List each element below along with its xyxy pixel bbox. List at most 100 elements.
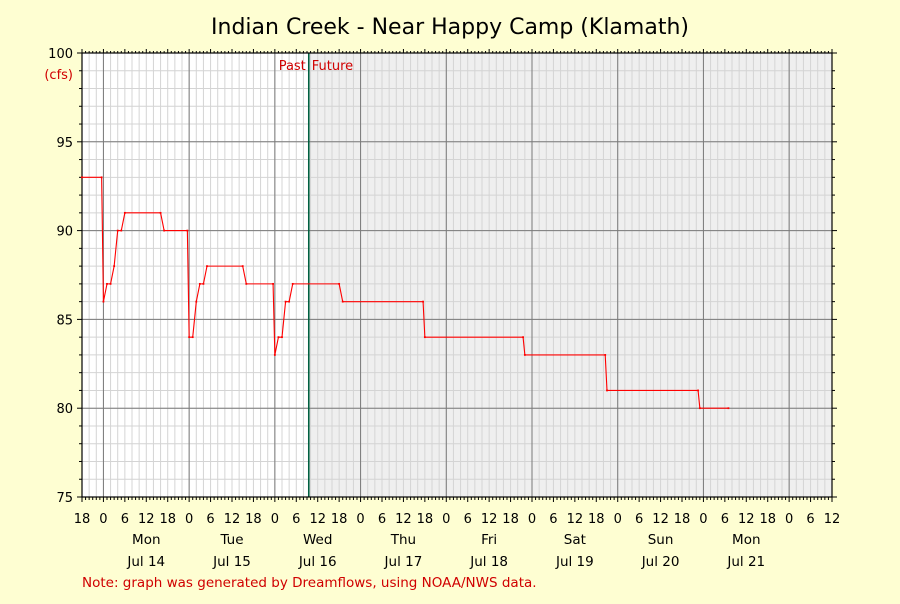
date-label: Jul 19 — [555, 554, 594, 570]
data-point — [697, 389, 699, 392]
data-point — [198, 282, 201, 285]
y-tick-label: 80 — [56, 402, 73, 417]
data-point — [606, 389, 608, 392]
x-tick-label: 0 — [271, 512, 279, 527]
data-point — [100, 176, 103, 179]
data-point — [422, 300, 424, 303]
x-tick-label: 6 — [806, 512, 814, 527]
y-tick-label: 95 — [56, 136, 73, 151]
x-tick-label: 12 — [309, 512, 326, 527]
x-tick-label: 0 — [99, 512, 107, 527]
x-tick-label: 12 — [824, 512, 841, 527]
data-point — [186, 229, 189, 232]
x-tick-label: 18 — [588, 512, 605, 527]
x-tick-label: 12 — [224, 512, 241, 527]
data-point — [523, 354, 526, 356]
data-point — [281, 336, 283, 339]
data-point — [188, 336, 191, 339]
x-tick-label: 12 — [738, 512, 755, 527]
x-tick-label: 18 — [159, 512, 176, 527]
x-tick-label: 0 — [356, 512, 364, 527]
chart-title: Indian Creek - Near Happy Camp (Klamath) — [211, 15, 689, 40]
x-tick-label: 12 — [652, 512, 669, 527]
x-tick-label: 12 — [395, 512, 412, 527]
data-point — [191, 336, 194, 339]
data-point — [291, 282, 294, 285]
x-tick-label: 18 — [331, 512, 348, 527]
past-region — [82, 53, 309, 497]
y-tick-label: 100 — [48, 47, 73, 62]
date-label: Jul 15 — [212, 554, 251, 570]
weekday-label: Tue — [219, 532, 243, 548]
y-tick-label: 75 — [56, 491, 73, 506]
x-tick-label: 18 — [417, 512, 434, 527]
plot-area — [77, 49, 837, 502]
y-axis-unit-label: (cfs) — [44, 68, 73, 83]
data-point — [241, 265, 244, 268]
x-tick-label: 0 — [528, 512, 536, 527]
data-point — [273, 354, 276, 356]
date-label: Jul 14 — [126, 554, 165, 570]
x-tick-label: 6 — [121, 512, 129, 527]
date-label: Jul 18 — [469, 554, 508, 570]
weekday-label: Thu — [390, 532, 416, 548]
data-point — [277, 336, 280, 339]
weekday-label: Fri — [481, 532, 497, 548]
weekday-label: Mon — [132, 532, 160, 548]
x-tick-label: 0 — [185, 512, 193, 527]
data-point — [206, 265, 208, 268]
data-point — [698, 407, 701, 410]
x-tick-label: 0 — [785, 512, 793, 527]
x-tick-label: 0 — [614, 512, 622, 527]
data-point — [727, 407, 730, 410]
data-point — [116, 229, 119, 232]
data-point — [272, 282, 274, 285]
x-tick-label: 6 — [292, 512, 300, 527]
data-point — [288, 300, 291, 303]
past-label: Past — [279, 59, 306, 74]
date-label: Jul 21 — [726, 554, 765, 570]
data-point — [109, 282, 112, 285]
data-point — [202, 282, 205, 285]
data-point — [522, 336, 524, 339]
y-tick-label: 85 — [56, 313, 73, 328]
x-tick-label: 6 — [549, 512, 557, 527]
date-label: Jul 17 — [384, 554, 423, 570]
weekday-label: Wed — [303, 532, 332, 548]
x-tick-label: 18 — [759, 512, 776, 527]
weekday-label: Mon — [732, 532, 760, 548]
data-point — [341, 300, 344, 303]
x-tick-label: 6 — [464, 512, 472, 527]
x-tick-label: 6 — [721, 512, 729, 527]
x-tick-label: 18 — [674, 512, 691, 527]
future-label: Future — [312, 59, 353, 74]
x-tick-label: 6 — [378, 512, 386, 527]
data-point — [338, 282, 341, 285]
x-tick-label: 18 — [245, 512, 262, 527]
data-point — [284, 300, 287, 303]
x-tick-label: 6 — [635, 512, 643, 527]
data-point — [120, 229, 123, 232]
data-point — [81, 176, 83, 179]
data-point — [195, 300, 198, 303]
data-point — [159, 211, 162, 214]
footer-note: Note: graph was generated by Dreamflows,… — [82, 575, 537, 591]
data-point — [423, 336, 426, 339]
data-point — [113, 265, 116, 268]
date-label: Jul 16 — [298, 554, 337, 570]
data-point — [163, 229, 166, 232]
date-label: Jul 20 — [641, 554, 680, 570]
weekday-label: Sun — [648, 532, 674, 548]
y-tick-label: 90 — [56, 225, 73, 240]
data-point — [102, 300, 105, 303]
x-tick-label: 18 — [74, 512, 91, 527]
x-tick-label: 0 — [442, 512, 450, 527]
x-tick-label: 12 — [567, 512, 584, 527]
data-point — [245, 282, 248, 285]
data-point — [604, 354, 607, 356]
weekday-label: Sat — [564, 532, 586, 548]
x-tick-label: 18 — [502, 512, 519, 527]
x-tick-label: 6 — [206, 512, 214, 527]
